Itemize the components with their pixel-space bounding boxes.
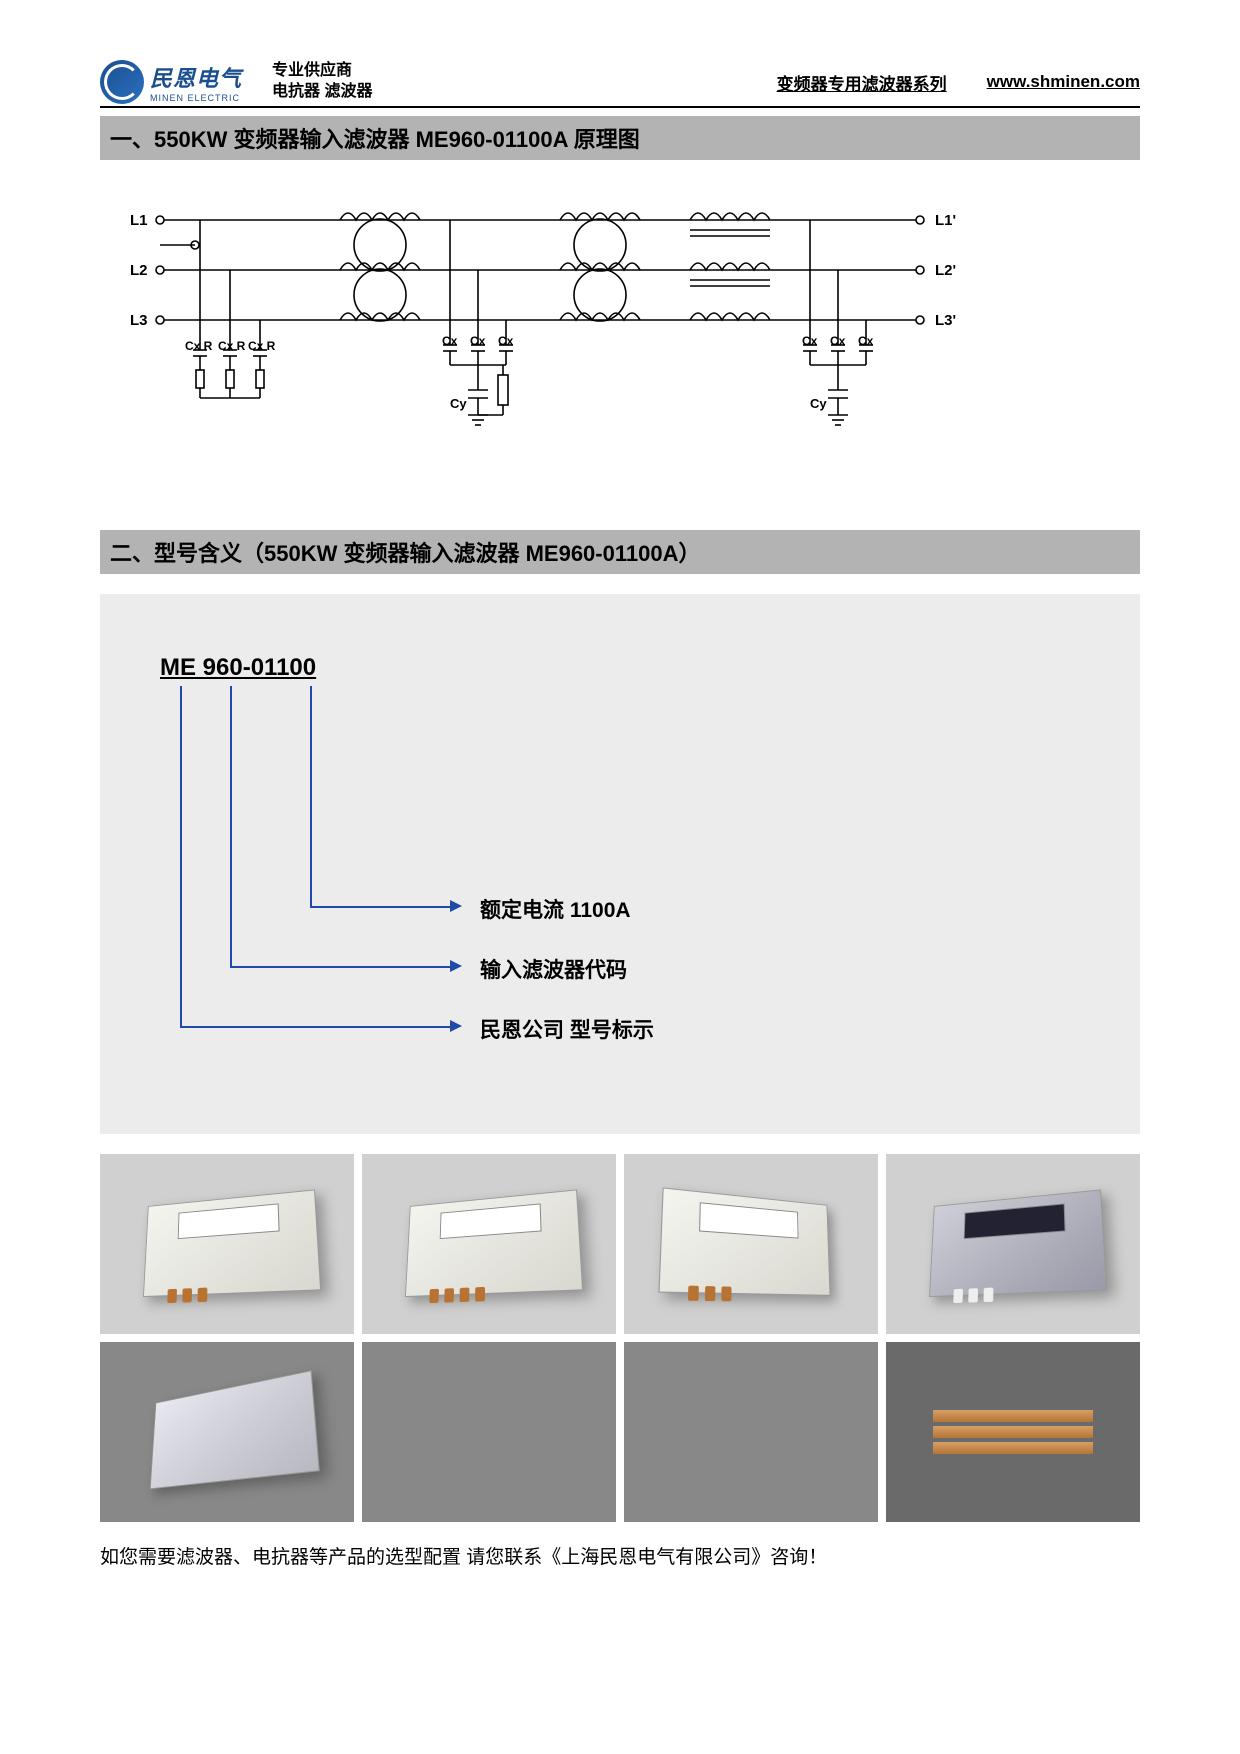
svg-text:Cx: Cx <box>858 334 874 348</box>
website-url: www.shminen.com <box>987 72 1140 92</box>
arrow-horizontal <box>310 906 450 908</box>
svg-text:Cx: Cx <box>802 334 818 348</box>
footer-text: 如您需要滤波器、电抗器等产品的选型配置 请您联系《上海民恩电气有限公司》咨询！ <box>100 1542 1140 1569</box>
svg-text:Cy: Cy <box>450 396 467 411</box>
model-code: ME 960-01100 <box>160 654 316 682</box>
model-meaning-label: 额定电流 1100A <box>480 894 631 924</box>
circuit-label-l1: L1 <box>130 212 148 229</box>
product-photo <box>362 1154 616 1334</box>
circuit-diagram: L1 L2 L3 L1' L2' L3' Cx RCx RCx R CxCxCx… <box>100 190 1140 470</box>
model-meaning-label: 输入滤波器代码 <box>480 954 627 984</box>
product-photo <box>100 1342 354 1522</box>
arrow-vertical <box>310 686 312 906</box>
tagline-line1: 专业供应商 <box>272 61 372 82</box>
arrow-vertical <box>230 686 232 966</box>
circuit-label-l2o: L2' <box>935 262 956 279</box>
tagline: 专业供应商 电抗器 滤波器 <box>272 61 372 103</box>
arrow-horizontal <box>230 966 450 968</box>
product-photo <box>624 1154 878 1334</box>
arrow-horizontal <box>180 1026 450 1028</box>
tagline-line2: 电抗器 滤波器 <box>272 82 372 103</box>
svg-text:Cx: Cx <box>830 334 846 348</box>
circuit-label-l2: L2 <box>130 262 148 279</box>
product-photo <box>100 1154 354 1334</box>
svg-text:Cx R: Cx R <box>185 339 213 353</box>
circuit-label-l1o: L1' <box>935 212 956 229</box>
arrow-head-icon <box>450 900 462 912</box>
logo-cn-text: 民恩电气 <box>150 61 242 93</box>
arrow-head-icon <box>450 960 462 972</box>
logo-en-text: MINEN ELECTRIC <box>150 93 242 103</box>
product-photo <box>624 1342 878 1522</box>
product-photo <box>886 1154 1140 1334</box>
product-photo <box>886 1342 1140 1522</box>
svg-text:Cx R: Cx R <box>248 339 276 353</box>
arrow-head-icon <box>450 1020 462 1032</box>
product-photo <box>362 1342 616 1522</box>
page-header: 民恩电气 MINEN ELECTRIC 专业供应商 电抗器 滤波器 变频器专用滤… <box>100 60 1140 108</box>
section2-heading: 二、型号含义（550KW 变频器输入滤波器 ME960-01100A） <box>100 530 1140 574</box>
model-meaning-box: ME 960-01100 额定电流 1100A 输入滤波器代码民恩公司 型号标示 <box>100 594 1140 1134</box>
svg-text:Cx R: Cx R <box>218 339 246 353</box>
model-meaning-label: 民恩公司 型号标示 <box>480 1014 654 1044</box>
svg-text:Cy: Cy <box>810 396 827 411</box>
series-title: 变频器专用滤波器系列 <box>777 70 947 95</box>
circuit-label-l3: L3 <box>130 312 148 329</box>
circuit-label-l3o: L3' <box>935 312 956 329</box>
section1-heading: 一、550KW 变频器输入滤波器 ME960-01100A 原理图 <box>100 116 1140 160</box>
product-gallery <box>100 1154 1140 1522</box>
svg-text:Cx: Cx <box>470 334 486 348</box>
logo-icon <box>100 60 144 104</box>
svg-text:Cx: Cx <box>442 334 458 348</box>
arrow-vertical <box>180 686 182 1026</box>
svg-text:Cx: Cx <box>498 334 514 348</box>
logo: 民恩电气 MINEN ELECTRIC <box>100 60 242 104</box>
